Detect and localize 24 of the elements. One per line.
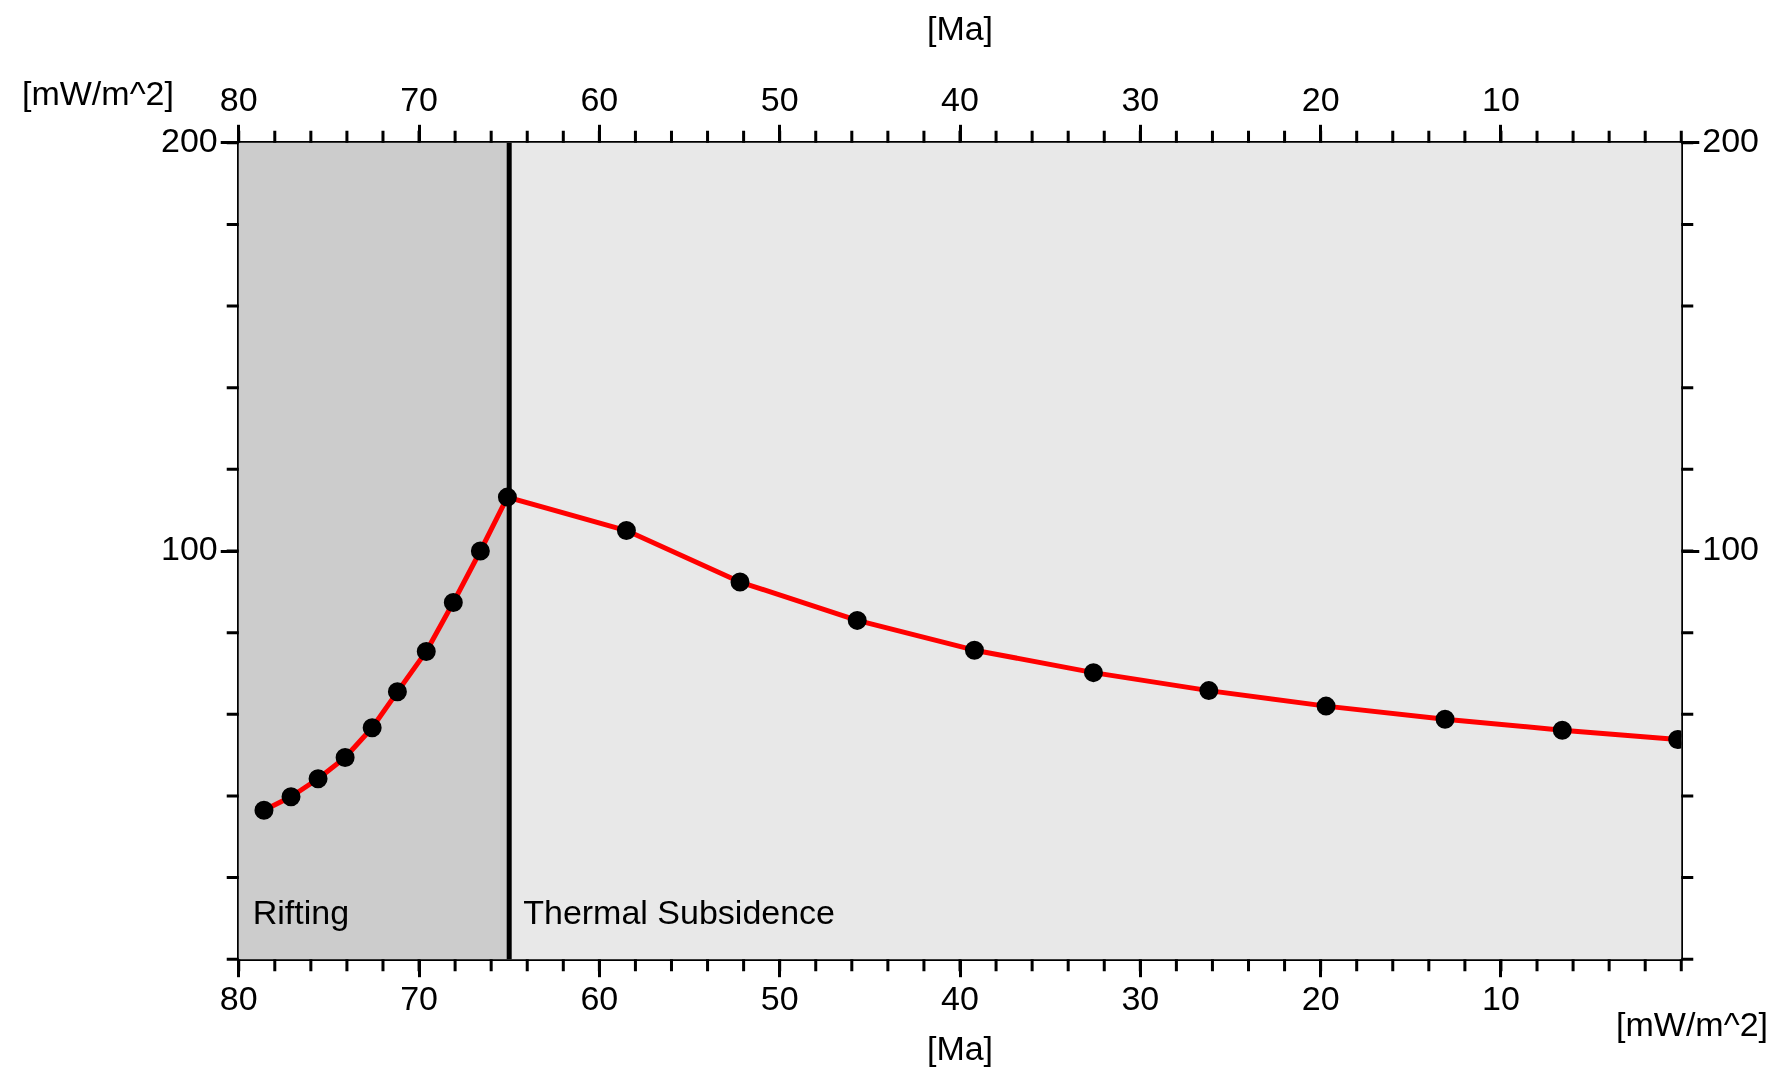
x2-tick-label: 20 <box>1301 79 1340 118</box>
x2-tick-label: 60 <box>580 79 619 118</box>
x2-tick-label: 70 <box>400 79 438 118</box>
y2-tick-label: 100 <box>1702 529 1760 568</box>
x2-tick-label: 10 <box>1482 79 1520 118</box>
x-tick-label: 10 <box>1482 978 1520 1017</box>
x-tick-label: 60 <box>580 978 619 1017</box>
x-axis-title: [Ma] <box>926 1029 994 1068</box>
band-label: Rifting <box>252 892 350 931</box>
x-tick-label: 80 <box>219 978 258 1017</box>
x-tick-label: 70 <box>400 978 438 1017</box>
x-tick-label: 50 <box>760 978 799 1017</box>
x2-axis-title: [Ma] <box>926 9 994 48</box>
x-tick-label: 20 <box>1301 978 1340 1017</box>
y2-tick-label: 200 <box>1702 121 1760 160</box>
x2-tick-label: 80 <box>219 79 258 118</box>
y-axis-title: [mW/m^2] <box>22 74 174 113</box>
y2-axis-title: [mW/m^2] <box>1616 1004 1768 1043</box>
x2-tick-label: 40 <box>941 79 979 118</box>
x2-tick-label: 50 <box>760 79 799 118</box>
x-tick-label: 40 <box>941 978 979 1017</box>
x2-tick-label: 30 <box>1121 79 1160 118</box>
band-label: Thermal Subsidence <box>523 892 836 931</box>
x-tick-label: 30 <box>1121 978 1160 1017</box>
